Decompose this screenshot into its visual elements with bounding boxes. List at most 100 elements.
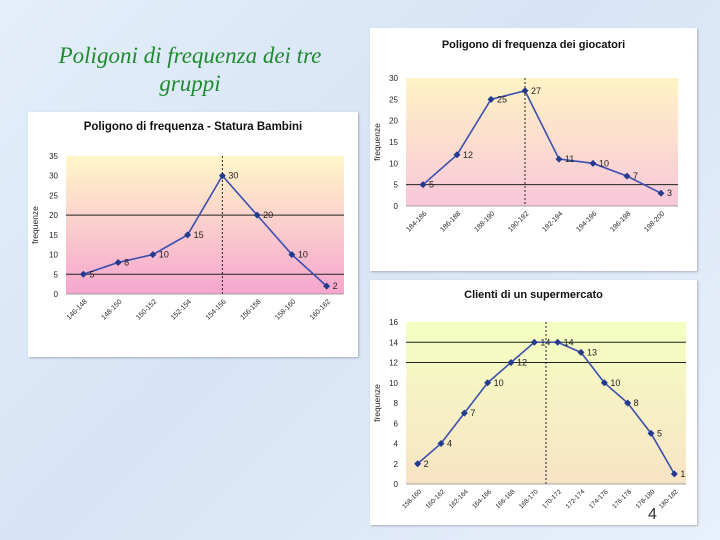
y-tick-label: 20 bbox=[49, 211, 58, 220]
y-tick-label: 14 bbox=[389, 338, 398, 347]
y-tick-label: 35 bbox=[49, 152, 58, 161]
y-tick-label: 8 bbox=[394, 399, 399, 408]
y-tick-label: 10 bbox=[389, 159, 398, 168]
chart-title: Clienti di un supermercato bbox=[464, 289, 603, 301]
data-label: 13 bbox=[587, 347, 597, 357]
x-tick-label: 160-162 bbox=[309, 298, 332, 321]
x-tick-label: 158-160 bbox=[401, 488, 423, 510]
data-point bbox=[484, 379, 492, 387]
data-label: 10 bbox=[494, 378, 504, 388]
data-label: 7 bbox=[470, 408, 475, 418]
x-tick-label: 174-176 bbox=[588, 488, 610, 510]
x-tick-label: 196-198 bbox=[609, 210, 632, 233]
data-label: 11 bbox=[565, 154, 574, 164]
data-point bbox=[555, 155, 563, 163]
y-tick-label: 5 bbox=[54, 270, 59, 279]
data-point bbox=[184, 231, 192, 239]
chart-panel-supermercato: Clienti di un supermercato 0 2 4 6 8 10 12 14 16 f… bbox=[370, 280, 697, 525]
data-point bbox=[657, 189, 665, 197]
y-tick-label: 0 bbox=[54, 290, 59, 299]
x-tick-label: 164-166 bbox=[471, 488, 493, 510]
x-tick-label: 176-178 bbox=[611, 488, 633, 510]
y-tick-label: 0 bbox=[394, 480, 399, 489]
data-point bbox=[624, 399, 632, 407]
data-label: 8 bbox=[124, 257, 129, 267]
data-point bbox=[149, 251, 157, 259]
data-point bbox=[507, 359, 515, 366]
data-label: 2 bbox=[424, 459, 429, 469]
series-line bbox=[417, 341, 676, 475]
data-point bbox=[670, 470, 678, 478]
data-point bbox=[253, 211, 261, 219]
chart-bambini: Poligono di frequenza - Statura Bambini 0… bbox=[30, 121, 344, 322]
x-tick-label: 146-148 bbox=[66, 298, 89, 321]
data-point bbox=[79, 270, 87, 278]
chart-supermercato: Clienti di un supermercato0246810121416f… bbox=[372, 289, 686, 510]
data-point bbox=[437, 440, 445, 447]
data-label: 15 bbox=[194, 230, 204, 240]
data-label: 27 bbox=[531, 86, 541, 96]
x-tick-label: 186-188 bbox=[439, 210, 462, 233]
data-label: 3 bbox=[667, 188, 672, 198]
plot-area bbox=[66, 156, 344, 294]
chart-title: Poligono di frequenza dei giocatori bbox=[442, 39, 625, 51]
x-tick-label: 190-192 bbox=[507, 210, 530, 233]
series-line bbox=[422, 89, 662, 194]
slide-title: Poligoni di frequenza dei tre gruppi bbox=[58, 43, 322, 96]
data-point bbox=[114, 258, 122, 266]
data-point bbox=[460, 409, 468, 417]
x-tick-label: 158-160 bbox=[274, 298, 297, 321]
x-tick-label: 198-200 bbox=[643, 210, 666, 233]
data-label: 5 bbox=[89, 269, 94, 279]
x-tick-label: 152-154 bbox=[170, 298, 193, 321]
y-tick-label: 16 bbox=[389, 318, 398, 327]
y-tick-label: 4 bbox=[394, 440, 399, 449]
y-axis-label: frequenze bbox=[372, 123, 382, 161]
data-label: 7 bbox=[633, 171, 638, 181]
data-label: 4 bbox=[447, 439, 452, 449]
x-tick-label: 192-194 bbox=[541, 210, 564, 233]
data-point bbox=[453, 151, 461, 159]
plot-area bbox=[406, 78, 678, 206]
data-point bbox=[323, 282, 331, 290]
x-tick-label: 166-168 bbox=[495, 488, 517, 510]
x-tick-label: 188-190 bbox=[473, 210, 496, 233]
y-tick-label: 10 bbox=[389, 379, 398, 388]
y-tick-label: 5 bbox=[394, 181, 399, 190]
x-tick-label: 148-150 bbox=[100, 298, 123, 321]
data-point bbox=[487, 95, 495, 103]
data-point bbox=[554, 338, 562, 346]
y-axis-label: frequenze bbox=[30, 206, 40, 244]
x-tick-label: 170-172 bbox=[541, 488, 563, 510]
data-label: 20 bbox=[263, 210, 273, 220]
y-tick-label: 15 bbox=[389, 138, 398, 147]
data-point bbox=[589, 159, 597, 167]
page-number: 4 bbox=[648, 506, 657, 523]
data-point bbox=[600, 379, 608, 387]
y-tick-label: 20 bbox=[389, 117, 398, 126]
data-label: 8 bbox=[634, 398, 639, 408]
y-tick-label: 10 bbox=[49, 251, 58, 260]
data-label: 12 bbox=[517, 358, 527, 368]
data-label: 25 bbox=[497, 94, 507, 104]
series-line bbox=[83, 174, 328, 287]
x-tick-label: 150-152 bbox=[135, 298, 158, 321]
x-tick-label: 156-158 bbox=[239, 298, 262, 321]
y-tick-label: 25 bbox=[49, 191, 58, 200]
data-label: 12 bbox=[463, 150, 473, 160]
data-point bbox=[288, 251, 296, 259]
y-tick-label: 25 bbox=[389, 95, 398, 104]
x-tick-label: 184-186 bbox=[405, 210, 428, 233]
y-tick-label: 30 bbox=[49, 172, 58, 181]
x-tick-label: 194-196 bbox=[575, 210, 598, 233]
y-tick-label: 15 bbox=[49, 231, 58, 240]
data-point bbox=[647, 429, 655, 437]
x-tick-label: 162-164 bbox=[448, 488, 470, 510]
y-tick-label: 0 bbox=[394, 202, 399, 211]
y-tick-label: 30 bbox=[389, 74, 398, 83]
data-label: 1 bbox=[680, 469, 685, 479]
y-tick-label: 6 bbox=[394, 419, 399, 428]
chart-panel-giocatori: Poligono di frequenza dei giocatori 0 5 10 1… bbox=[370, 28, 697, 271]
data-label: 10 bbox=[159, 250, 169, 260]
chart-title: Poligono di frequenza - Statura Bambini bbox=[84, 121, 303, 133]
